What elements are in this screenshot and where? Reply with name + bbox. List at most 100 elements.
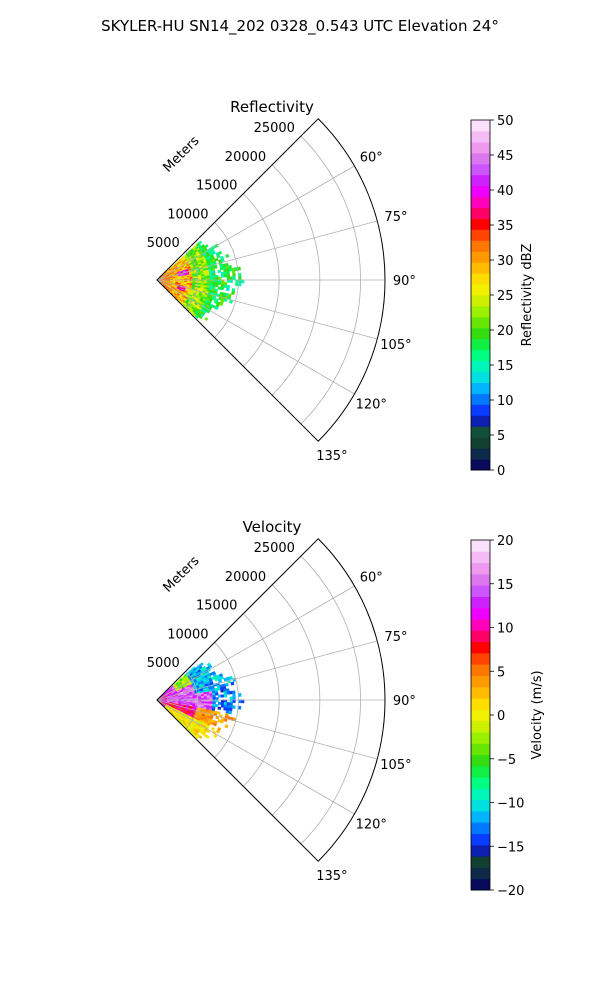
colorbar-tick-label-2: −10 [497, 797, 524, 812]
colorbar-tick-label-3: 15 [497, 359, 514, 374]
reflectivity-axis-labels: 5000 10000 15000 20000 25000 60° 75° 90° 105° 120… [147, 121, 416, 464]
echo-gate-475 [229, 702, 233, 706]
echo-gate-302 [230, 681, 235, 686]
colorbar-segment-30 [471, 540, 490, 552]
range-tick-label-4: 25000 [254, 121, 295, 136]
reflectivity-panel-title: Reflectivity [230, 98, 314, 116]
echo-gate-570 [216, 711, 221, 715]
colorbar-tick-label-5: 25 [497, 289, 514, 304]
echo-gate-500 [229, 705, 233, 709]
echo-gate-846 [204, 316, 209, 322]
echo-gate-393 [206, 695, 211, 699]
echo-gate-523 [217, 706, 222, 710]
azimuth-spoke-0 [156, 165, 355, 281]
azimuth-spoke-0 [156, 585, 355, 701]
velocity-echo-field [157, 662, 245, 740]
echo-gate-773 [213, 733, 218, 739]
colorbar-tick-label-0: 0 [497, 464, 505, 479]
colorbar-segment-22 [471, 630, 490, 643]
azimuth-spoke-4 [156, 699, 355, 815]
echo-gate-394 [209, 695, 213, 699]
echo-gate-398 [206, 275, 211, 279]
range-tick-label-3: 20000 [225, 570, 266, 585]
velocity-colorbar: −20 −15 −10 −5 0 5 10 15 20 [470, 534, 524, 899]
colorbar-tick-label-7: 35 [497, 219, 514, 234]
azimuth-spoke-1 [156, 220, 378, 281]
colorbar-segment-10 [471, 765, 490, 778]
echo-gate-497 [220, 704, 225, 708]
echo-gate-471 [218, 701, 222, 705]
echo-gate-481 [215, 281, 219, 285]
echo-gate-401 [215, 274, 219, 278]
echo-gate-866 [198, 315, 203, 320]
range-tick-label-4: 25000 [254, 541, 295, 556]
velocity-panel-title: Velocity [243, 518, 302, 536]
echo-gate-377 [220, 271, 225, 276]
colorbar-segment-17 [471, 686, 490, 699]
colorbar-segment-18 [471, 262, 490, 274]
azimuth-tick-label-4: 120° [356, 818, 387, 833]
echo-gate-678 [219, 302, 224, 307]
echo-gate-421 [215, 697, 219, 700]
echo-gate-419 [209, 697, 214, 700]
azimuth-tick-label-0: 60° [360, 150, 383, 165]
colorbar-segment-20 [471, 240, 490, 252]
colorbar-tick-label-10: 50 [497, 114, 514, 129]
colorbar-segment-17 [471, 273, 490, 285]
echo-gate-509 [223, 284, 228, 289]
colorbar-tick-label-6: 30 [497, 254, 514, 269]
colorbar-segment-11 [471, 338, 490, 351]
colorbar-segment-12 [471, 327, 490, 340]
colorbar-segment-21 [471, 229, 490, 241]
echo-gate-532 [220, 286, 225, 291]
colorbar-tick-label-0: −20 [497, 884, 524, 899]
colorbar-tick-label-9: 45 [497, 149, 514, 164]
colorbar-tick-label-2: 10 [497, 394, 514, 409]
velocity-polar-grid [156, 538, 386, 862]
colorbar-segment-5 [471, 822, 490, 835]
echo-gate-402 [220, 274, 225, 278]
echo-gate-372 [223, 691, 228, 695]
colorbar-segment-9 [471, 360, 490, 373]
echo-gate-396 [218, 694, 222, 698]
colorbar-segment-14 [471, 305, 490, 318]
echo-gate-422 [229, 696, 233, 700]
echo-gate-397 [220, 694, 225, 698]
sector-boundary [156, 538, 386, 862]
echo-gate-36 [199, 662, 204, 667]
azimuth-spoke-3 [156, 279, 378, 340]
colorbar-segment-1 [471, 448, 490, 460]
range-tick-label-1: 10000 [167, 627, 208, 642]
echo-gate-423 [203, 277, 208, 280]
colorbar-segment-13 [471, 731, 490, 744]
echo-gate-815 [205, 735, 210, 740]
echo-gate-426 [212, 277, 216, 280]
reflectivity-range-axis-label: Meters [161, 133, 203, 175]
range-tick-label-0: 5000 [147, 236, 180, 251]
colorbar-segment-6 [471, 393, 490, 405]
colorbar-segment-16 [471, 698, 490, 710]
echo-gate-472 [220, 701, 225, 706]
echo-gate-403 [223, 274, 228, 278]
echo-gate-396 [200, 275, 205, 279]
echo-gate-501 [232, 705, 236, 710]
figure-title: SKYLER-HU SN14_202 0328_0.543 UTC Elevat… [101, 17, 499, 36]
colorbar-segment-28 [471, 562, 490, 575]
echo-gate-548 [228, 710, 233, 715]
echo-gate-301 [224, 682, 229, 687]
colorbar-segment-25 [471, 596, 490, 609]
colorbar-segment-4 [471, 833, 490, 846]
velocity-range-axis-label: Meters [161, 553, 203, 595]
echo-gate-348 [220, 689, 224, 693]
azimuth-tick-label-3: 105° [380, 758, 411, 773]
echo-gate-417 [203, 697, 208, 700]
colorbar-segment-23 [471, 207, 490, 219]
echo-gate-371 [214, 692, 219, 696]
echo-gate-418 [206, 697, 211, 700]
azimuth-tick-label-2: 90° [393, 694, 416, 709]
echo-gate-473 [223, 702, 228, 706]
echo-gate-533 [225, 287, 230, 292]
colorbar-segment-5 [471, 404, 490, 416]
colorbar-segment-25 [471, 185, 490, 198]
colorbar-segment-27 [471, 573, 490, 586]
